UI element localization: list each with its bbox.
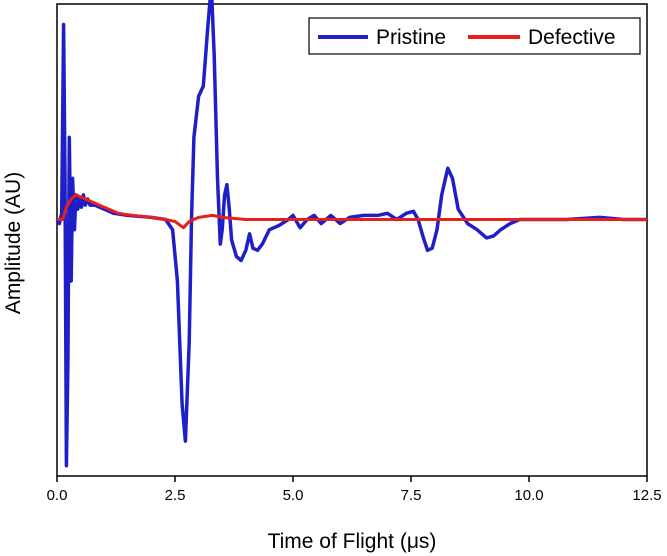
x-tick-label: 0.0: [47, 487, 68, 504]
legend-label-defective: Defective: [528, 26, 616, 49]
x-axis-title: Time of Flight (μs): [268, 530, 437, 553]
series-line-pristine: [55, 0, 647, 468]
x-tick-label: 10.0: [514, 487, 543, 504]
series-line-defective: [57, 193, 647, 230]
x-tick-label: 12.5: [632, 487, 661, 504]
x-tick-label: 2.5: [165, 487, 186, 504]
x-tick-label: 7.5: [401, 487, 422, 504]
plot-frame: [56, 3, 648, 477]
series-lines: [55, 0, 647, 468]
legend: Pristine Defective: [308, 17, 641, 55]
legend-label-pristine: Pristine: [376, 26, 446, 49]
x-axis-ticks: 0.0 2.5 5.0 7.5 10.0 12.5: [47, 476, 662, 504]
y-axis-title: Amplitude (AU): [2, 172, 25, 314]
x-tick-label: 5.0: [283, 487, 304, 504]
